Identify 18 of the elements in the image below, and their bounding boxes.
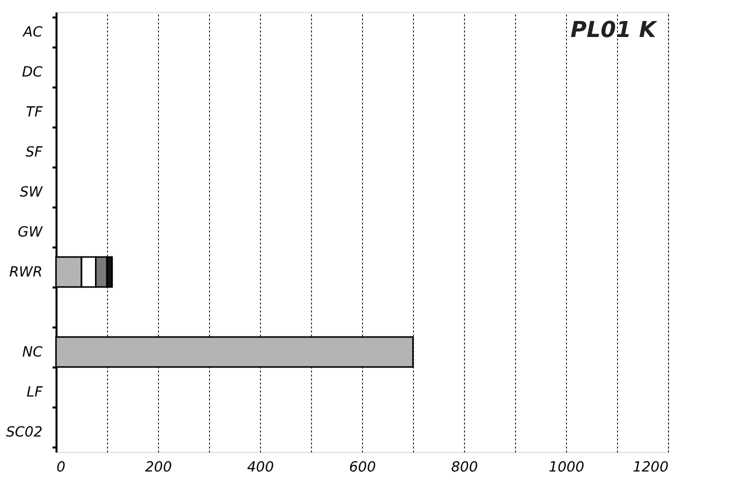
x-tick-label: 1000 xyxy=(548,460,584,476)
y-tick-label: GW xyxy=(18,224,44,240)
y-tick-label: SF xyxy=(26,144,44,160)
y-tick-label: TF xyxy=(26,104,44,120)
y-tick-label: DC xyxy=(22,64,43,80)
x-tick-label: 600 xyxy=(349,460,376,476)
x-tick-label: 0 xyxy=(56,460,66,476)
y-tick-label: SC02 xyxy=(6,424,43,440)
y-tick-label: AC xyxy=(22,24,43,40)
y-tick-label: NC xyxy=(22,344,43,360)
x-tick-label: 400 xyxy=(247,460,274,476)
x-tick-label: 800 xyxy=(451,460,478,476)
x-tick-label: 200 xyxy=(145,460,172,476)
y-tick-label: LF xyxy=(26,384,44,400)
chart-title: PL01 K xyxy=(570,18,658,43)
y-tick-label: SW xyxy=(20,184,44,200)
y-tick-label: RWR xyxy=(9,264,42,280)
x-tick-label: 1200 xyxy=(632,460,669,476)
